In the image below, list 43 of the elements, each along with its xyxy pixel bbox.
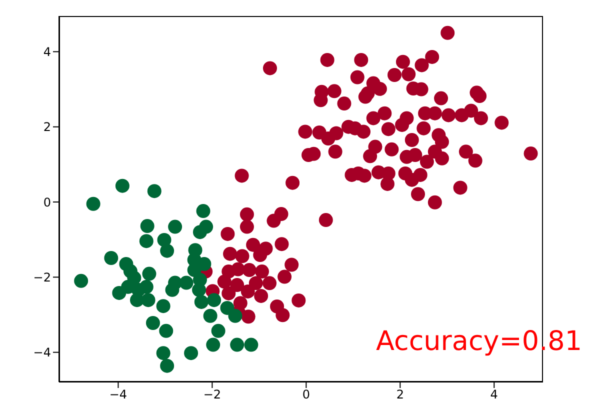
point	[142, 266, 156, 281]
point	[160, 358, 174, 373]
point	[156, 299, 170, 314]
point	[104, 250, 118, 265]
y-tick-label: 4	[43, 44, 51, 59]
x-tick-label: −2	[203, 388, 222, 402]
point	[86, 196, 100, 211]
y-tick-label: −4	[33, 346, 51, 360]
point	[194, 294, 208, 309]
x-tick-label: 2	[396, 388, 404, 402]
point	[230, 338, 244, 352]
point	[196, 204, 210, 218]
point	[192, 282, 206, 297]
point	[244, 338, 258, 352]
point	[139, 280, 154, 294]
point	[165, 282, 180, 297]
point	[206, 338, 220, 352]
point	[211, 324, 226, 338]
y-tick-label: −2	[33, 270, 51, 284]
x-tick-label: 4	[490, 388, 498, 402]
point	[160, 244, 174, 258]
point	[147, 184, 162, 198]
point	[197, 257, 212, 272]
point	[74, 274, 88, 288]
point	[140, 219, 154, 234]
x-tick-label: 0	[302, 388, 310, 402]
y-tick-label: 0	[43, 195, 51, 210]
x-tick-label: −4	[109, 388, 128, 402]
point	[207, 293, 222, 308]
point	[156, 346, 170, 360]
point	[203, 308, 218, 323]
point	[130, 293, 144, 308]
point	[199, 220, 214, 234]
point	[184, 346, 198, 360]
point	[139, 234, 154, 248]
point	[168, 220, 182, 234]
point	[220, 300, 234, 315]
point	[179, 276, 194, 290]
point	[159, 324, 174, 338]
point	[146, 316, 160, 330]
point	[115, 178, 130, 193]
y-tick-label: 2	[43, 120, 51, 134]
point	[141, 293, 156, 308]
